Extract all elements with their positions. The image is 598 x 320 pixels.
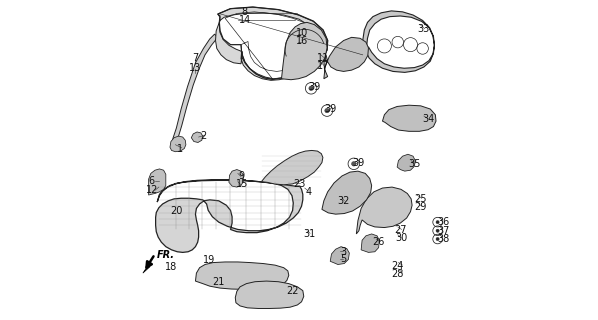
Text: 35: 35 — [408, 159, 420, 169]
Text: 15: 15 — [236, 179, 248, 189]
Text: 28: 28 — [392, 269, 404, 279]
Text: 14: 14 — [239, 15, 251, 25]
Polygon shape — [229, 170, 243, 187]
Polygon shape — [235, 281, 304, 308]
Text: 1: 1 — [176, 144, 182, 154]
Circle shape — [436, 220, 439, 224]
Polygon shape — [330, 247, 349, 265]
Polygon shape — [322, 171, 371, 214]
Text: 2: 2 — [200, 131, 206, 141]
Text: 39: 39 — [324, 104, 336, 114]
Polygon shape — [215, 7, 328, 80]
Text: 8: 8 — [242, 7, 248, 17]
Circle shape — [352, 162, 356, 166]
Text: 13: 13 — [190, 63, 202, 73]
Circle shape — [436, 229, 439, 232]
Text: 38: 38 — [437, 234, 449, 244]
Text: 32: 32 — [337, 196, 350, 206]
Text: 5: 5 — [340, 254, 346, 264]
Polygon shape — [362, 11, 434, 72]
Text: 10: 10 — [296, 28, 309, 37]
Polygon shape — [324, 37, 368, 79]
Text: 30: 30 — [395, 233, 407, 243]
Circle shape — [436, 237, 439, 241]
Polygon shape — [261, 150, 323, 185]
Text: 39: 39 — [309, 82, 321, 92]
Text: 34: 34 — [422, 114, 434, 124]
Text: 19: 19 — [203, 255, 215, 265]
Polygon shape — [282, 22, 327, 80]
Polygon shape — [397, 154, 415, 171]
Text: 16: 16 — [296, 36, 309, 45]
Text: 39: 39 — [352, 158, 364, 168]
Polygon shape — [172, 34, 218, 146]
Polygon shape — [143, 265, 150, 273]
Text: 37: 37 — [437, 226, 449, 236]
Text: 17: 17 — [317, 61, 329, 71]
Text: 31: 31 — [303, 229, 315, 239]
Text: 21: 21 — [212, 277, 225, 287]
Text: FR.: FR. — [157, 250, 175, 260]
Text: 24: 24 — [392, 261, 404, 271]
Text: 23: 23 — [294, 179, 306, 189]
Polygon shape — [383, 105, 436, 131]
Polygon shape — [170, 136, 186, 152]
Circle shape — [325, 108, 329, 113]
Circle shape — [309, 86, 313, 91]
Text: 22: 22 — [286, 286, 299, 296]
Text: 18: 18 — [165, 262, 177, 272]
Text: 25: 25 — [414, 194, 427, 204]
Polygon shape — [149, 169, 166, 195]
Text: 20: 20 — [170, 206, 182, 216]
Text: 27: 27 — [395, 225, 407, 235]
Polygon shape — [356, 187, 412, 234]
Text: 33: 33 — [418, 24, 430, 34]
Text: 3: 3 — [340, 247, 346, 257]
Text: 12: 12 — [146, 185, 158, 195]
Polygon shape — [196, 262, 289, 289]
Text: 11: 11 — [317, 53, 329, 63]
Polygon shape — [155, 180, 303, 252]
Text: 36: 36 — [437, 217, 449, 227]
Polygon shape — [191, 132, 203, 142]
Text: 9: 9 — [239, 171, 245, 181]
Text: 6: 6 — [149, 176, 155, 186]
Text: 26: 26 — [372, 237, 384, 247]
Text: 4: 4 — [306, 187, 312, 197]
Text: 7: 7 — [193, 53, 199, 63]
Polygon shape — [361, 234, 379, 252]
Text: 29: 29 — [414, 202, 427, 212]
